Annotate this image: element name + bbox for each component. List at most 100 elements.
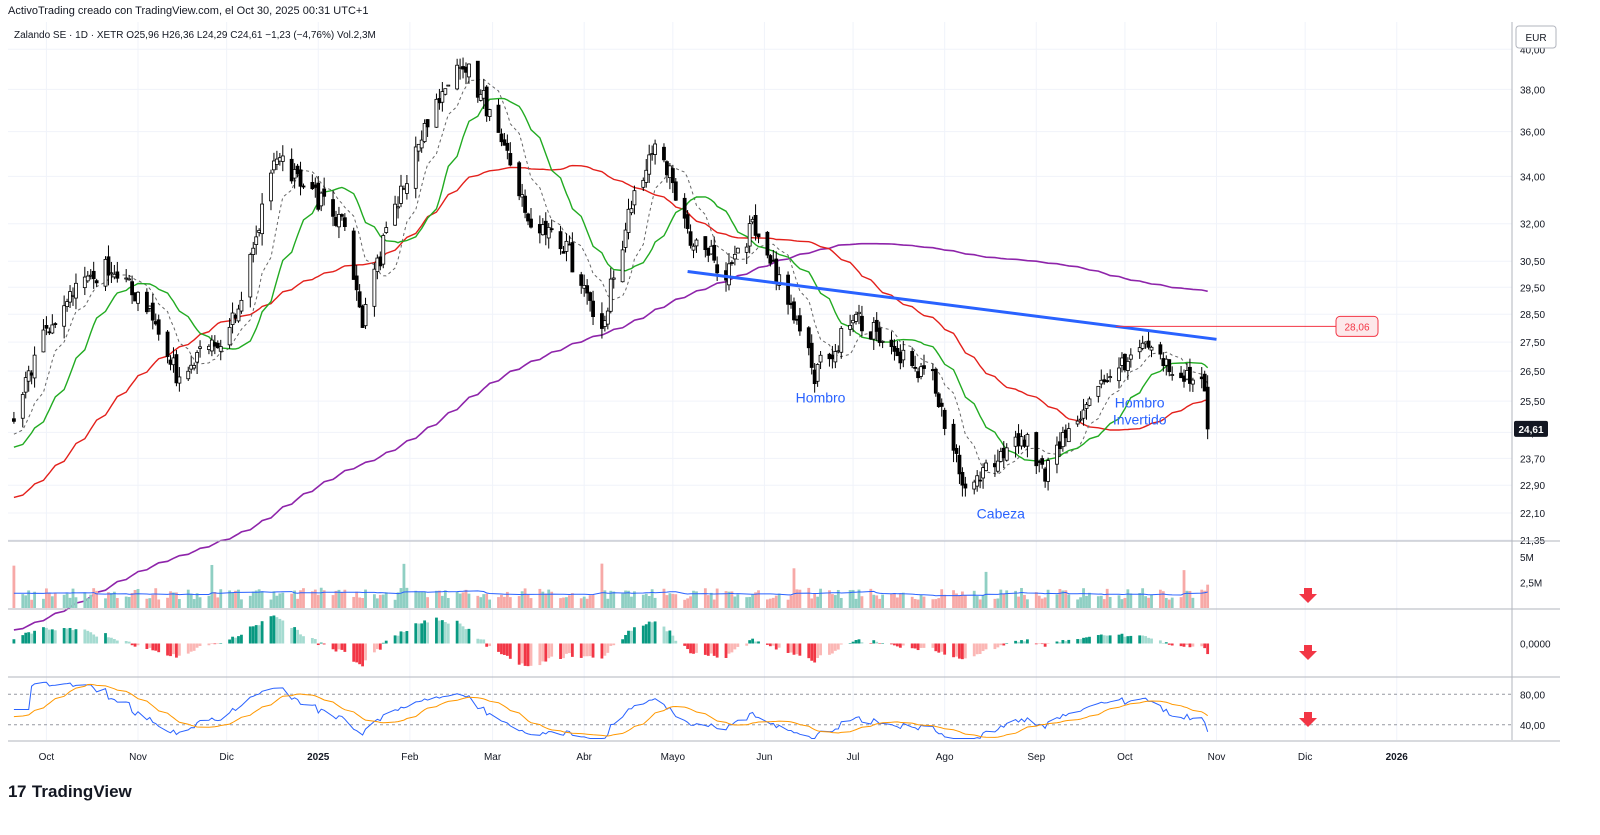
macd-histogram-bar[interactable]	[30, 633, 34, 644]
volume-bar[interactable]	[674, 594, 678, 608]
volume-bar[interactable]	[198, 597, 202, 608]
candle-body[interactable]	[212, 342, 217, 347]
volume-bar[interactable]	[446, 597, 450, 608]
candle-body[interactable]	[774, 258, 779, 283]
macd-histogram-bar[interactable]	[922, 643, 926, 648]
volume-bar[interactable]	[251, 591, 255, 608]
volume-bar[interactable]	[1206, 584, 1210, 608]
volume-bar[interactable]	[381, 594, 385, 608]
candle-body[interactable]	[768, 255, 773, 264]
candle-body[interactable]	[437, 98, 442, 104]
volume-bar[interactable]	[1034, 592, 1038, 608]
candle-body[interactable]	[440, 91, 445, 103]
candle-body[interactable]	[1066, 428, 1071, 443]
candle-body[interactable]	[665, 161, 669, 176]
candle-body[interactable]	[644, 169, 649, 183]
candle-body[interactable]	[1016, 433, 1021, 447]
volume-bar[interactable]	[231, 592, 234, 608]
macd-histogram-bar[interactable]	[352, 643, 356, 662]
volume-bar[interactable]	[671, 593, 675, 608]
candle-body[interactable]	[889, 339, 894, 348]
volume-bar[interactable]	[748, 596, 752, 608]
macd-histogram-bar[interactable]	[810, 643, 814, 661]
candle-body[interactable]	[626, 208, 631, 233]
macd-histogram-bar[interactable]	[641, 625, 645, 644]
volume-bar[interactable]	[95, 590, 99, 608]
macd-histogram-bar[interactable]	[600, 643, 604, 659]
volume-bar[interactable]	[443, 590, 447, 608]
volume-bar[interactable]	[290, 593, 294, 608]
candle-body[interactable]	[1102, 379, 1107, 383]
candle-body[interactable]	[827, 353, 832, 360]
candle-body[interactable]	[786, 274, 790, 305]
volume-bar[interactable]	[393, 599, 397, 608]
macd-histogram-bar[interactable]	[21, 635, 25, 644]
macd-histogram-bar[interactable]	[547, 643, 551, 659]
macd-histogram-bar[interactable]	[612, 643, 616, 646]
volume-bar[interactable]	[375, 598, 379, 608]
volume-bar[interactable]	[692, 590, 695, 608]
candle-body[interactable]	[239, 299, 244, 312]
macd-histogram-bar[interactable]	[653, 621, 657, 644]
macd-histogram-bar[interactable]	[1144, 636, 1148, 644]
volume-bar[interactable]	[910, 596, 914, 608]
volume-bar[interactable]	[745, 597, 749, 608]
volume-bar[interactable]	[786, 599, 790, 608]
candle-body[interactable]	[20, 394, 25, 419]
volume-bar[interactable]	[210, 564, 214, 608]
macd-histogram-bar[interactable]	[568, 643, 571, 654]
candle-body[interactable]	[65, 301, 69, 307]
macd-histogram-bar[interactable]	[1085, 637, 1088, 644]
macd-histogram-bar[interactable]	[1167, 643, 1171, 645]
macd-histogram-bar[interactable]	[786, 643, 790, 653]
volume-bar[interactable]	[1126, 589, 1130, 608]
candle-body[interactable]	[765, 231, 770, 256]
candle-body[interactable]	[171, 357, 176, 366]
candle-body[interactable]	[1043, 468, 1048, 482]
volume-bar[interactable]	[316, 594, 320, 608]
volume-bar[interactable]	[45, 588, 48, 608]
macd-histogram-bar[interactable]	[133, 643, 137, 647]
volume-bar[interactable]	[771, 597, 775, 608]
candle-body[interactable]	[1099, 379, 1104, 385]
volume-bar[interactable]	[399, 588, 403, 608]
macd-histogram-bar[interactable]	[396, 635, 400, 644]
macd-histogram-bar[interactable]	[771, 643, 775, 646]
candle-body[interactable]	[112, 273, 117, 278]
volume-bar[interactable]	[33, 591, 36, 608]
candle-body[interactable]	[712, 244, 717, 261]
candle-body[interactable]	[1025, 434, 1030, 447]
candle-body[interactable]	[254, 236, 259, 246]
macd-histogram-bar[interactable]	[872, 640, 876, 644]
tradingview-brand[interactable]: 17 TradingView	[8, 782, 132, 802]
macd-histogram-bar[interactable]	[1206, 643, 1210, 655]
macd-histogram-bar[interactable]	[361, 643, 364, 667]
macd-histogram-bar[interactable]	[940, 643, 944, 652]
macd-histogram-bar[interactable]	[709, 643, 713, 654]
macd-histogram-bar[interactable]	[355, 643, 359, 663]
volume-bar[interactable]	[860, 596, 864, 608]
macd-histogram-bar[interactable]	[523, 643, 527, 666]
volume-bar[interactable]	[689, 596, 692, 608]
candle-body[interactable]	[520, 194, 525, 198]
volume-bar[interactable]	[550, 591, 554, 608]
volume-bar[interactable]	[1144, 596, 1148, 608]
macd-histogram-bar[interactable]	[588, 643, 592, 657]
candle-body[interactable]	[570, 242, 575, 273]
candle-body[interactable]	[792, 301, 796, 321]
macd-histogram-bar[interactable]	[45, 627, 48, 644]
candle-body[interactable]	[177, 376, 182, 384]
macd-histogram-bar[interactable]	[807, 643, 811, 659]
volume-bar[interactable]	[71, 588, 75, 608]
volume-bar[interactable]	[281, 592, 285, 608]
volume-bar[interactable]	[795, 589, 799, 608]
volume-bar[interactable]	[984, 571, 988, 608]
candle-body[interactable]	[848, 324, 853, 330]
volume-bar[interactable]	[438, 590, 441, 608]
candle-body[interactable]	[1137, 347, 1142, 353]
candle-body[interactable]	[192, 365, 197, 369]
volume-bar[interactable]	[591, 594, 595, 608]
macd-histogram-bar[interactable]	[754, 641, 757, 644]
candle-body[interactable]	[50, 324, 55, 334]
candle-body[interactable]	[993, 463, 997, 468]
